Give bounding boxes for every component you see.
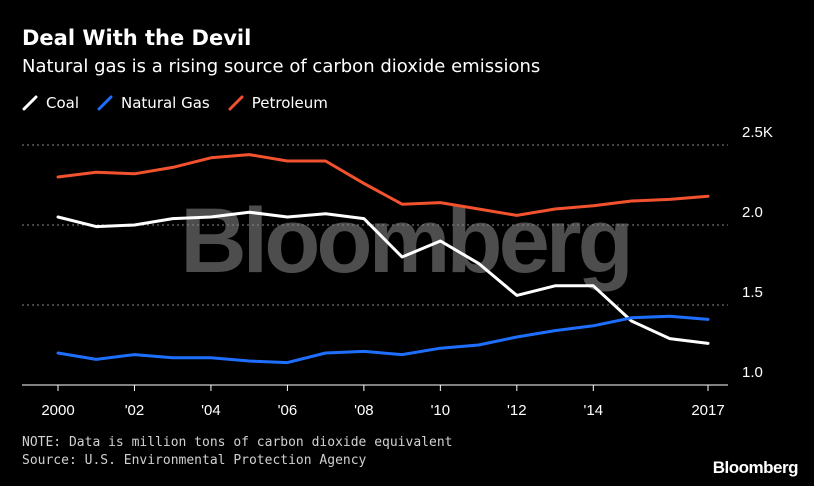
legend-swatch-natural-gas-line (97, 95, 113, 111)
series-line-petroleum (56, 153, 710, 217)
chart-notes: NOTE: Data is million tons of carbon dio… (22, 434, 452, 470)
legend-label-coal: Coal (46, 94, 80, 112)
chart-title: Deal With the Devil (22, 26, 252, 50)
x-tick-label: '02 (125, 402, 145, 419)
x-tick-label: '14 (584, 402, 604, 419)
chart-source: Source: U.S. Environmental Protection Ag… (22, 453, 367, 468)
y-tick-label: 2.5K (742, 124, 773, 141)
bloomberg-logo: Bloomberg (712, 458, 799, 477)
x-tick-label: '04 (201, 402, 221, 419)
legend-item-natural-gas: Natural Gas (97, 94, 210, 112)
series-line-natural-gas (56, 314, 710, 365)
legend-swatch-petroleum-line (228, 95, 244, 111)
y-tick-label: 1.5 (742, 284, 763, 301)
x-tick-label: '06 (278, 402, 298, 419)
x-tick-label: '08 (354, 402, 374, 419)
watermark-logo: Bloomberg (180, 190, 630, 292)
x-tick-label: '10 (431, 402, 451, 419)
legend-label-petroleum: Petroleum (251, 94, 328, 112)
legend-item-petroleum: Petroleum (228, 94, 328, 112)
x-tick-label: 2000 (41, 402, 74, 419)
legend: Coal Natural Gas Petroleum (22, 94, 346, 112)
series-line-coal (56, 210, 710, 345)
x-tick-label: '12 (507, 402, 527, 419)
y-tick-label: 2.0 (742, 204, 763, 221)
legend-swatch-coal-line (22, 95, 38, 111)
y-tick-label: 1.0 (742, 364, 763, 381)
chart-subtitle: Natural gas is a rising source of carbon… (22, 56, 541, 77)
legend-swatch-natural-gas-icon (97, 95, 113, 111)
legend-label-natural-gas: Natural Gas (121, 94, 210, 112)
legend-swatch-petroleum-icon (228, 95, 244, 111)
x-tick-label: 2017 (691, 402, 724, 419)
legend-swatch-coal-icon (22, 95, 38, 111)
chart-note: NOTE: Data is million tons of carbon dio… (22, 435, 453, 450)
legend-item-coal: Coal (22, 94, 79, 112)
